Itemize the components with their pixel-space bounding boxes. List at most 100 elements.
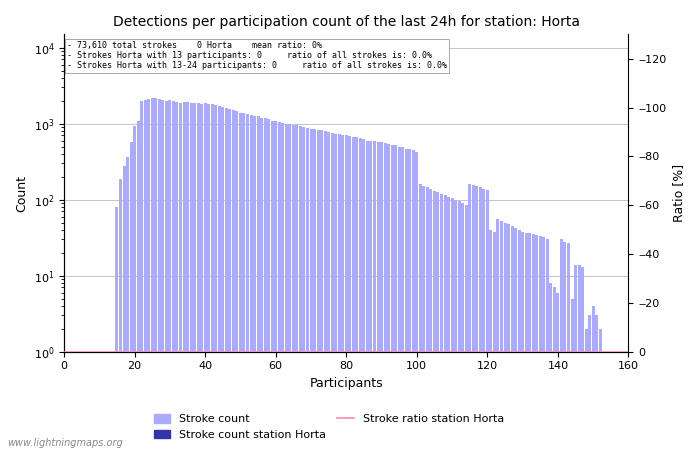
Bar <box>373 141 376 450</box>
Bar <box>564 242 566 450</box>
Bar <box>592 306 595 450</box>
Bar <box>292 126 295 450</box>
Bar <box>553 288 556 450</box>
Bar <box>253 116 256 450</box>
Bar <box>598 329 602 450</box>
Bar <box>578 265 580 450</box>
Bar <box>214 105 217 450</box>
Bar <box>429 189 433 450</box>
Bar <box>169 100 172 450</box>
Bar <box>528 234 531 450</box>
Bar <box>323 131 327 450</box>
Bar <box>359 139 362 450</box>
Bar <box>444 195 447 450</box>
Y-axis label: Count: Count <box>15 175 28 211</box>
Bar <box>337 134 341 450</box>
Bar <box>349 136 351 450</box>
Bar <box>567 243 570 450</box>
Bar <box>327 132 330 450</box>
Bar <box>313 129 316 450</box>
Bar <box>451 198 454 450</box>
Bar <box>207 104 210 450</box>
Bar <box>278 122 281 450</box>
Bar <box>136 121 140 450</box>
Bar <box>556 292 559 450</box>
Bar <box>176 102 178 450</box>
Bar <box>620 352 623 450</box>
Bar <box>482 189 485 450</box>
Bar <box>454 200 457 450</box>
Bar <box>387 144 390 450</box>
Bar <box>560 239 563 450</box>
Bar <box>366 140 369 450</box>
Bar <box>370 140 372 450</box>
Bar <box>489 230 492 450</box>
Legend: Stroke count, Stroke count station Horta, Stroke ratio station Horta: Stroke count, Stroke count station Horta… <box>149 410 509 445</box>
X-axis label: Participants: Participants <box>309 377 383 390</box>
Bar <box>228 109 232 450</box>
Bar <box>274 121 277 450</box>
Bar <box>574 265 577 450</box>
Bar <box>295 126 298 450</box>
Bar <box>271 121 274 450</box>
Bar <box>172 101 175 450</box>
Bar <box>493 232 496 450</box>
Bar <box>179 103 182 450</box>
Bar <box>408 149 412 450</box>
Bar <box>461 203 464 450</box>
Bar <box>479 188 482 450</box>
Bar <box>239 112 242 450</box>
Bar <box>412 150 415 450</box>
Bar <box>415 152 419 450</box>
Bar <box>162 100 164 450</box>
Bar <box>140 101 143 450</box>
Bar <box>377 142 379 450</box>
Bar <box>507 224 510 450</box>
Bar <box>133 126 136 450</box>
Bar <box>419 184 422 450</box>
Stroke ratio station Horta <box>576 349 584 355</box>
Bar <box>116 207 118 450</box>
Bar <box>154 99 158 450</box>
Bar <box>246 114 249 450</box>
Bar <box>342 135 344 450</box>
Bar <box>588 315 592 450</box>
Bar <box>267 119 270 450</box>
Bar <box>200 104 203 450</box>
Stroke ratio station Horta <box>60 349 69 355</box>
Bar <box>405 148 407 450</box>
Bar <box>150 98 154 450</box>
Bar <box>356 137 358 450</box>
Bar <box>165 101 168 450</box>
Bar <box>542 237 545 450</box>
Bar <box>437 192 440 450</box>
Bar <box>309 129 312 450</box>
Bar <box>510 226 514 450</box>
Bar <box>546 239 549 450</box>
Bar <box>525 233 528 450</box>
Bar <box>320 130 323 450</box>
Title: Detections per participation count of the last 24h for station: Horta: Detections per participation count of th… <box>113 15 580 29</box>
Bar <box>595 315 598 450</box>
Bar <box>401 147 404 450</box>
Bar <box>204 104 206 450</box>
Bar <box>440 194 443 450</box>
Bar <box>472 185 475 450</box>
Bar <box>496 220 500 450</box>
Bar <box>570 299 573 450</box>
Bar <box>550 283 552 450</box>
Bar <box>522 232 524 450</box>
Bar <box>503 223 507 450</box>
Bar <box>158 99 161 450</box>
Bar <box>122 166 125 450</box>
Bar <box>539 236 542 450</box>
Bar <box>257 117 260 450</box>
Bar <box>398 147 400 450</box>
Bar <box>221 107 224 450</box>
Bar <box>363 140 365 450</box>
Bar <box>249 115 253 450</box>
Bar <box>225 108 228 450</box>
Bar <box>426 188 429 450</box>
Bar <box>345 135 348 450</box>
Bar <box>183 102 186 450</box>
